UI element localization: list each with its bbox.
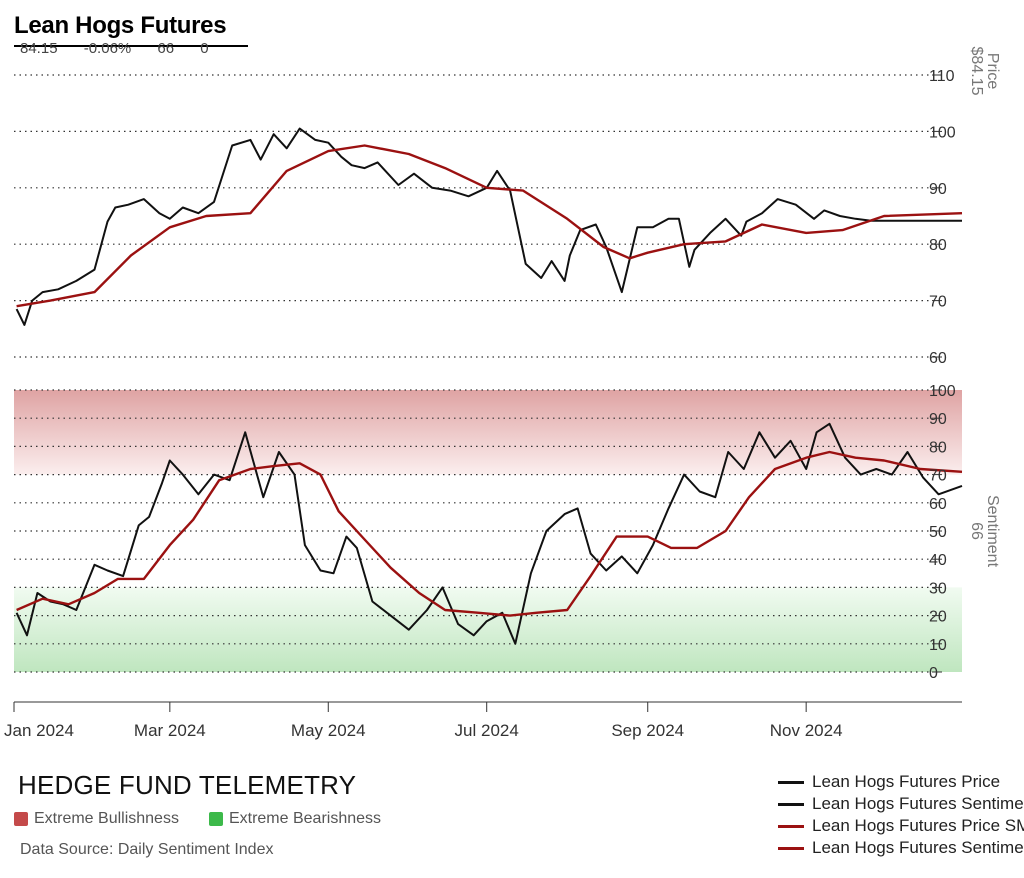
y-tick-label: 70 bbox=[929, 294, 947, 311]
legend-sentiment[interactable]: Lean Hogs Futures Sentiment bbox=[778, 793, 1024, 815]
stat-extra: 0 bbox=[200, 40, 209, 57]
x-tick-label: Jan 2024 bbox=[4, 721, 74, 740]
series-line bbox=[16, 144, 963, 308]
y-tick-label: 80 bbox=[929, 439, 947, 456]
series-legend: Lean Hogs Futures Price Lean Hogs Future… bbox=[778, 771, 1024, 859]
stat-change: -0.06% bbox=[83, 40, 132, 57]
legend-line-icon bbox=[778, 824, 804, 828]
legend-line-icon bbox=[778, 802, 804, 806]
zone-legend-bearish: Extreme Bearishness bbox=[208, 810, 382, 828]
legend-label: Lean Hogs Futures Price bbox=[812, 772, 1001, 791]
bullish-swatch bbox=[14, 812, 28, 826]
y-tick-label: 70 bbox=[929, 468, 947, 485]
zone-legend-bullish: Extreme Bullishness bbox=[14, 810, 179, 828]
legend-label: Lean Hogs Futures Sentiment SMA bbox=[812, 838, 1024, 857]
legend-sentiment-sma[interactable]: Lean Hogs Futures Sentiment SMA bbox=[778, 837, 1024, 859]
y-tick-label: 40 bbox=[929, 552, 947, 569]
extreme-bullish-band bbox=[14, 390, 962, 475]
chart-title: Lean Hogs Futures bbox=[14, 12, 227, 39]
zone-label-bearish: Extreme Bearishness bbox=[228, 810, 382, 827]
header-stats: 84.15 -0.06% 66 0 bbox=[20, 40, 231, 57]
series-line bbox=[15, 127, 962, 326]
y-tick-label: 100 bbox=[929, 383, 956, 400]
y-tick-label: 90 bbox=[929, 181, 947, 198]
title-underline bbox=[14, 45, 248, 47]
bearish-swatch bbox=[208, 812, 223, 826]
x-tick-label: Sep 2024 bbox=[611, 721, 684, 740]
y-axis-title: Price bbox=[984, 53, 1001, 90]
series-line bbox=[16, 450, 963, 617]
y-axis-current-value: $84.15 bbox=[968, 47, 985, 96]
legend-label: Lean Hogs Futures Price SMA bbox=[812, 816, 1024, 835]
brand-name: HEDGE FUND TELEMETRY bbox=[18, 770, 357, 800]
x-tick-label: May 2024 bbox=[291, 721, 366, 740]
y-axis-title-group: Price$84.15 bbox=[968, 47, 1001, 96]
y-axis-title: Sentiment bbox=[984, 495, 1001, 568]
series-line bbox=[15, 422, 963, 645]
stat-price: 84.15 bbox=[20, 40, 58, 57]
y-tick-label: 60 bbox=[929, 496, 947, 513]
y-tick-label: 60 bbox=[929, 350, 947, 367]
legend-line-icon bbox=[778, 780, 804, 784]
y-tick-label: 30 bbox=[929, 580, 947, 597]
data-source: Data Source: Daily Sentiment Index bbox=[20, 841, 274, 858]
y-tick-label: 90 bbox=[929, 411, 947, 428]
y-tick-label: 20 bbox=[929, 609, 947, 626]
zone-legend: Extreme Bullishness Extreme Bearishness bbox=[14, 810, 411, 828]
x-tick-label: Nov 2024 bbox=[770, 721, 843, 740]
legend-line-icon bbox=[778, 846, 804, 850]
y-tick-label: 0 bbox=[929, 665, 938, 682]
zone-label-bullish: Extreme Bullishness bbox=[34, 810, 179, 827]
stat-sentiment: 66 bbox=[157, 40, 175, 57]
y-tick-label: 100 bbox=[929, 124, 956, 141]
x-tick-label: Jul 2024 bbox=[455, 721, 519, 740]
legend-price[interactable]: Lean Hogs Futures Price bbox=[778, 771, 1024, 793]
legend-price-sma[interactable]: Lean Hogs Futures Price SMA bbox=[778, 815, 1024, 837]
y-tick-label: 10 bbox=[929, 637, 947, 654]
y-tick-label: 80 bbox=[929, 237, 947, 254]
y-axis-current-value: 66 bbox=[968, 522, 985, 540]
y-tick-label: 110 bbox=[929, 68, 955, 85]
x-tick-label: Mar 2024 bbox=[134, 721, 206, 740]
legend-label: Lean Hogs Futures Sentiment bbox=[812, 794, 1024, 813]
extreme-bearish-band bbox=[14, 587, 962, 672]
y-tick-label: 50 bbox=[929, 524, 947, 541]
